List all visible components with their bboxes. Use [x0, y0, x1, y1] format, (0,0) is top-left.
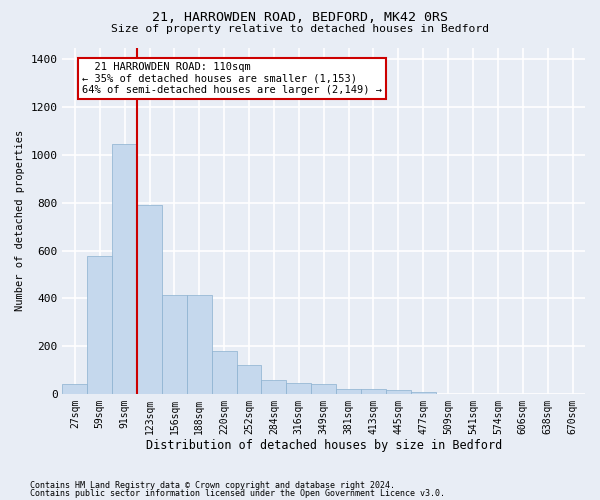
Bar [187, 294, 212, 394]
Bar [236, 365, 262, 394]
Bar [162, 294, 187, 394]
Bar [88, 256, 112, 394]
Bar [62, 384, 88, 394]
Bar [386, 390, 411, 394]
Bar [311, 384, 336, 394]
Bar [212, 351, 236, 394]
Bar [137, 205, 162, 394]
Y-axis label: Number of detached properties: Number of detached properties [15, 130, 25, 312]
Bar [361, 388, 386, 394]
Text: Size of property relative to detached houses in Bedford: Size of property relative to detached ho… [111, 24, 489, 34]
Text: Contains HM Land Registry data © Crown copyright and database right 2024.: Contains HM Land Registry data © Crown c… [30, 481, 395, 490]
Text: 21 HARROWDEN ROAD: 110sqm
← 35% of detached houses are smaller (1,153)
64% of se: 21 HARROWDEN ROAD: 110sqm ← 35% of detac… [82, 62, 382, 95]
Text: Contains public sector information licensed under the Open Government Licence v3: Contains public sector information licen… [30, 490, 445, 498]
X-axis label: Distribution of detached houses by size in Bedford: Distribution of detached houses by size … [146, 440, 502, 452]
Bar [336, 388, 361, 394]
Bar [411, 392, 436, 394]
Bar [286, 382, 311, 394]
Bar [112, 144, 137, 394]
Bar [262, 380, 286, 394]
Text: 21, HARROWDEN ROAD, BEDFORD, MK42 0RS: 21, HARROWDEN ROAD, BEDFORD, MK42 0RS [152, 11, 448, 24]
